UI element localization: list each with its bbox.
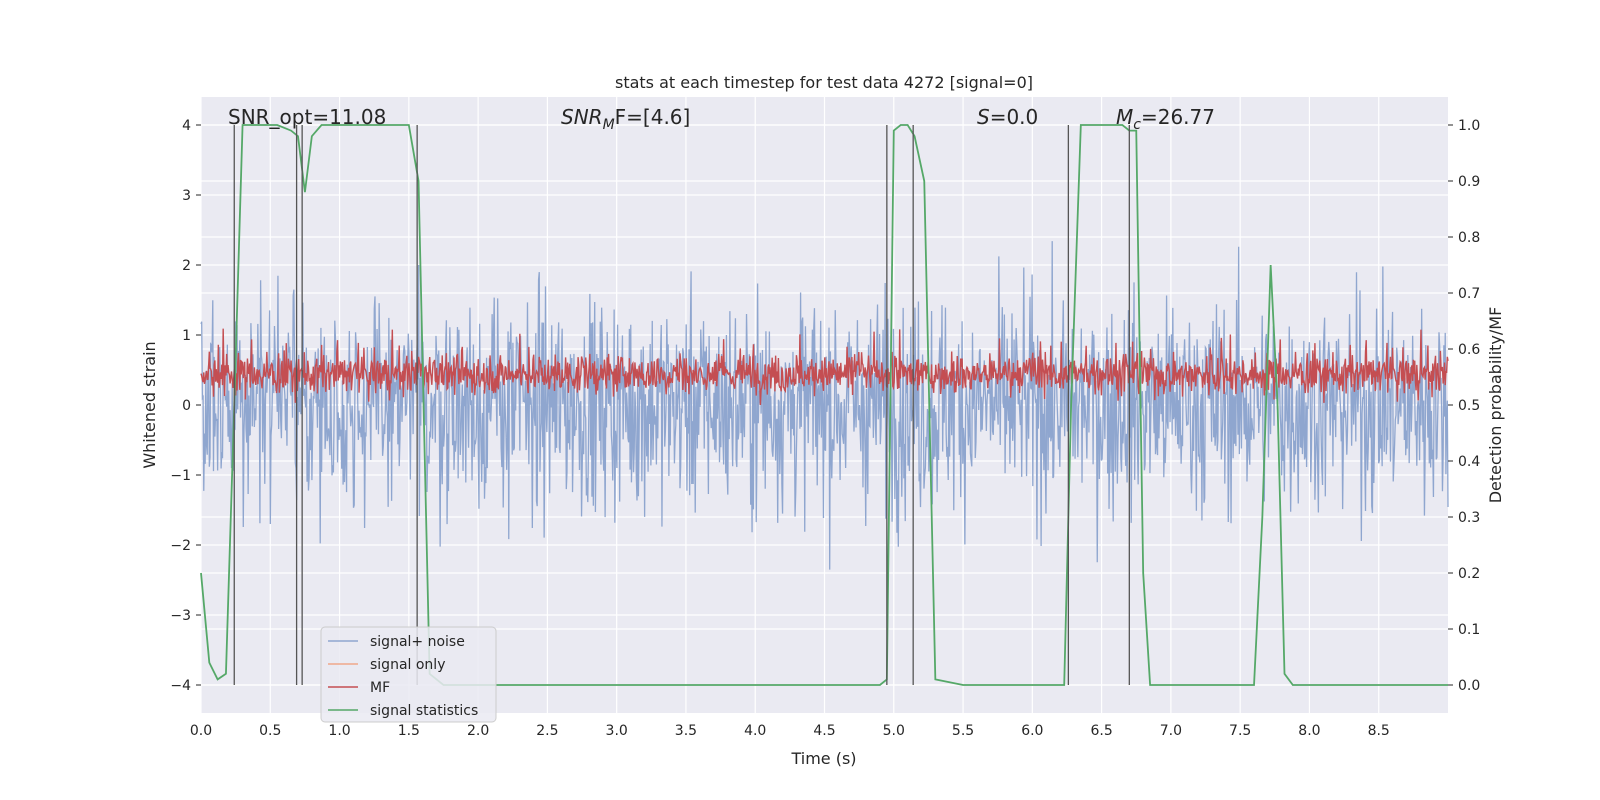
series-signal-noise [200, 241, 1449, 570]
legend-box [320, 626, 497, 723]
x-axis-label: Time (s) [790, 749, 856, 768]
y2-tick-label: 1.0 [1458, 118, 1480, 134]
y-tick-label: −2 [170, 538, 191, 554]
x-tick-label: 1.5 [398, 723, 420, 739]
x-tick-label: 4.5 [813, 723, 835, 739]
y-axis-label: Whitened strain [140, 341, 159, 468]
y2-tick-label: 0.0 [1458, 678, 1480, 694]
legend-label-stats: signal statistics [370, 703, 478, 719]
chart-title: stats at each timestep for test data 427… [615, 73, 1033, 92]
snr-mf-base: SNR [561, 105, 603, 129]
ticks: 0.0 0.5 1.0 1.5 2.0 2.5 3.0 3.5 4.0 4.5 5.0 5.5 6.0 6… [170, 118, 1480, 739]
annotation-s: S=0.0 [977, 105, 1038, 129]
y-tick-label: 2 [182, 258, 191, 274]
mc-symbol: M [1116, 105, 1133, 129]
y2-tick-label: 0.9 [1458, 174, 1480, 190]
x-tick-label: 0.0 [190, 723, 212, 739]
series-mf [200, 328, 1449, 406]
y2-tick-label: 0.8 [1458, 230, 1480, 246]
y-tick-label: 1 [182, 328, 191, 344]
snr-mf-subscript: M [603, 117, 615, 133]
y2-tick-label: 0.3 [1458, 510, 1480, 526]
legend-label-signal: signal only [370, 657, 445, 673]
snr-mf-value: F=[4.6] [615, 105, 691, 129]
x-tick-label: 4.0 [744, 723, 766, 739]
x-tick-label: 2.5 [536, 723, 558, 739]
y2-tick-label: 0.6 [1458, 342, 1480, 358]
annotation-mc: Mc=26.77 [1116, 105, 1215, 133]
y2-tick-label: 0.5 [1458, 398, 1480, 414]
x-tick-label: 5.5 [952, 723, 974, 739]
annotation-snr-opt: SNR_opt=11.08 [228, 105, 386, 129]
mc-value: =26.77 [1141, 105, 1215, 129]
y-tick-label: −1 [170, 468, 191, 484]
s-symbol: S [977, 105, 990, 129]
x-tick-label: 2.0 [467, 723, 489, 739]
s-value: =0.0 [990, 105, 1039, 129]
x-tick-label: 6.0 [1021, 723, 1043, 739]
x-tick-label: 8.5 [1368, 723, 1390, 739]
y2-tick-label: 0.2 [1458, 566, 1480, 582]
y-tick-label: 4 [182, 118, 191, 134]
legend-label-mf: MF [370, 680, 390, 696]
annotation-snr-mf: SNRMF=[4.6] [561, 105, 690, 133]
x-tick-label: 8.0 [1298, 723, 1320, 739]
mc-subscript: c [1133, 117, 1141, 133]
x-tick-label: 3.5 [675, 723, 697, 739]
x-tick-label: 0.5 [259, 723, 281, 739]
x-tick-label: 1.0 [328, 723, 350, 739]
legend: signal+ noise signal only MF signal stat… [320, 626, 497, 723]
y2-axis-label: Detection probability/MF [1486, 307, 1505, 504]
x-tick-label: 5.0 [883, 723, 905, 739]
vertical-markers [233, 125, 1130, 685]
x-tick-label: 7.0 [1160, 723, 1182, 739]
legend-label-noise: signal+ noise [370, 634, 465, 650]
x-tick-label: 3.0 [606, 723, 628, 739]
y2-tick-label: 0.4 [1458, 454, 1480, 470]
y-tick-label: −4 [170, 678, 191, 694]
y-tick-label: 0 [182, 398, 191, 414]
y2-tick-label: 0.7 [1458, 286, 1480, 302]
x-tick-label: 7.5 [1229, 723, 1251, 739]
y2-tick-label: 0.1 [1458, 622, 1480, 638]
x-tick-label: 6.5 [1090, 723, 1112, 739]
y-tick-label: 3 [182, 188, 191, 204]
y-tick-label: −3 [170, 608, 191, 624]
